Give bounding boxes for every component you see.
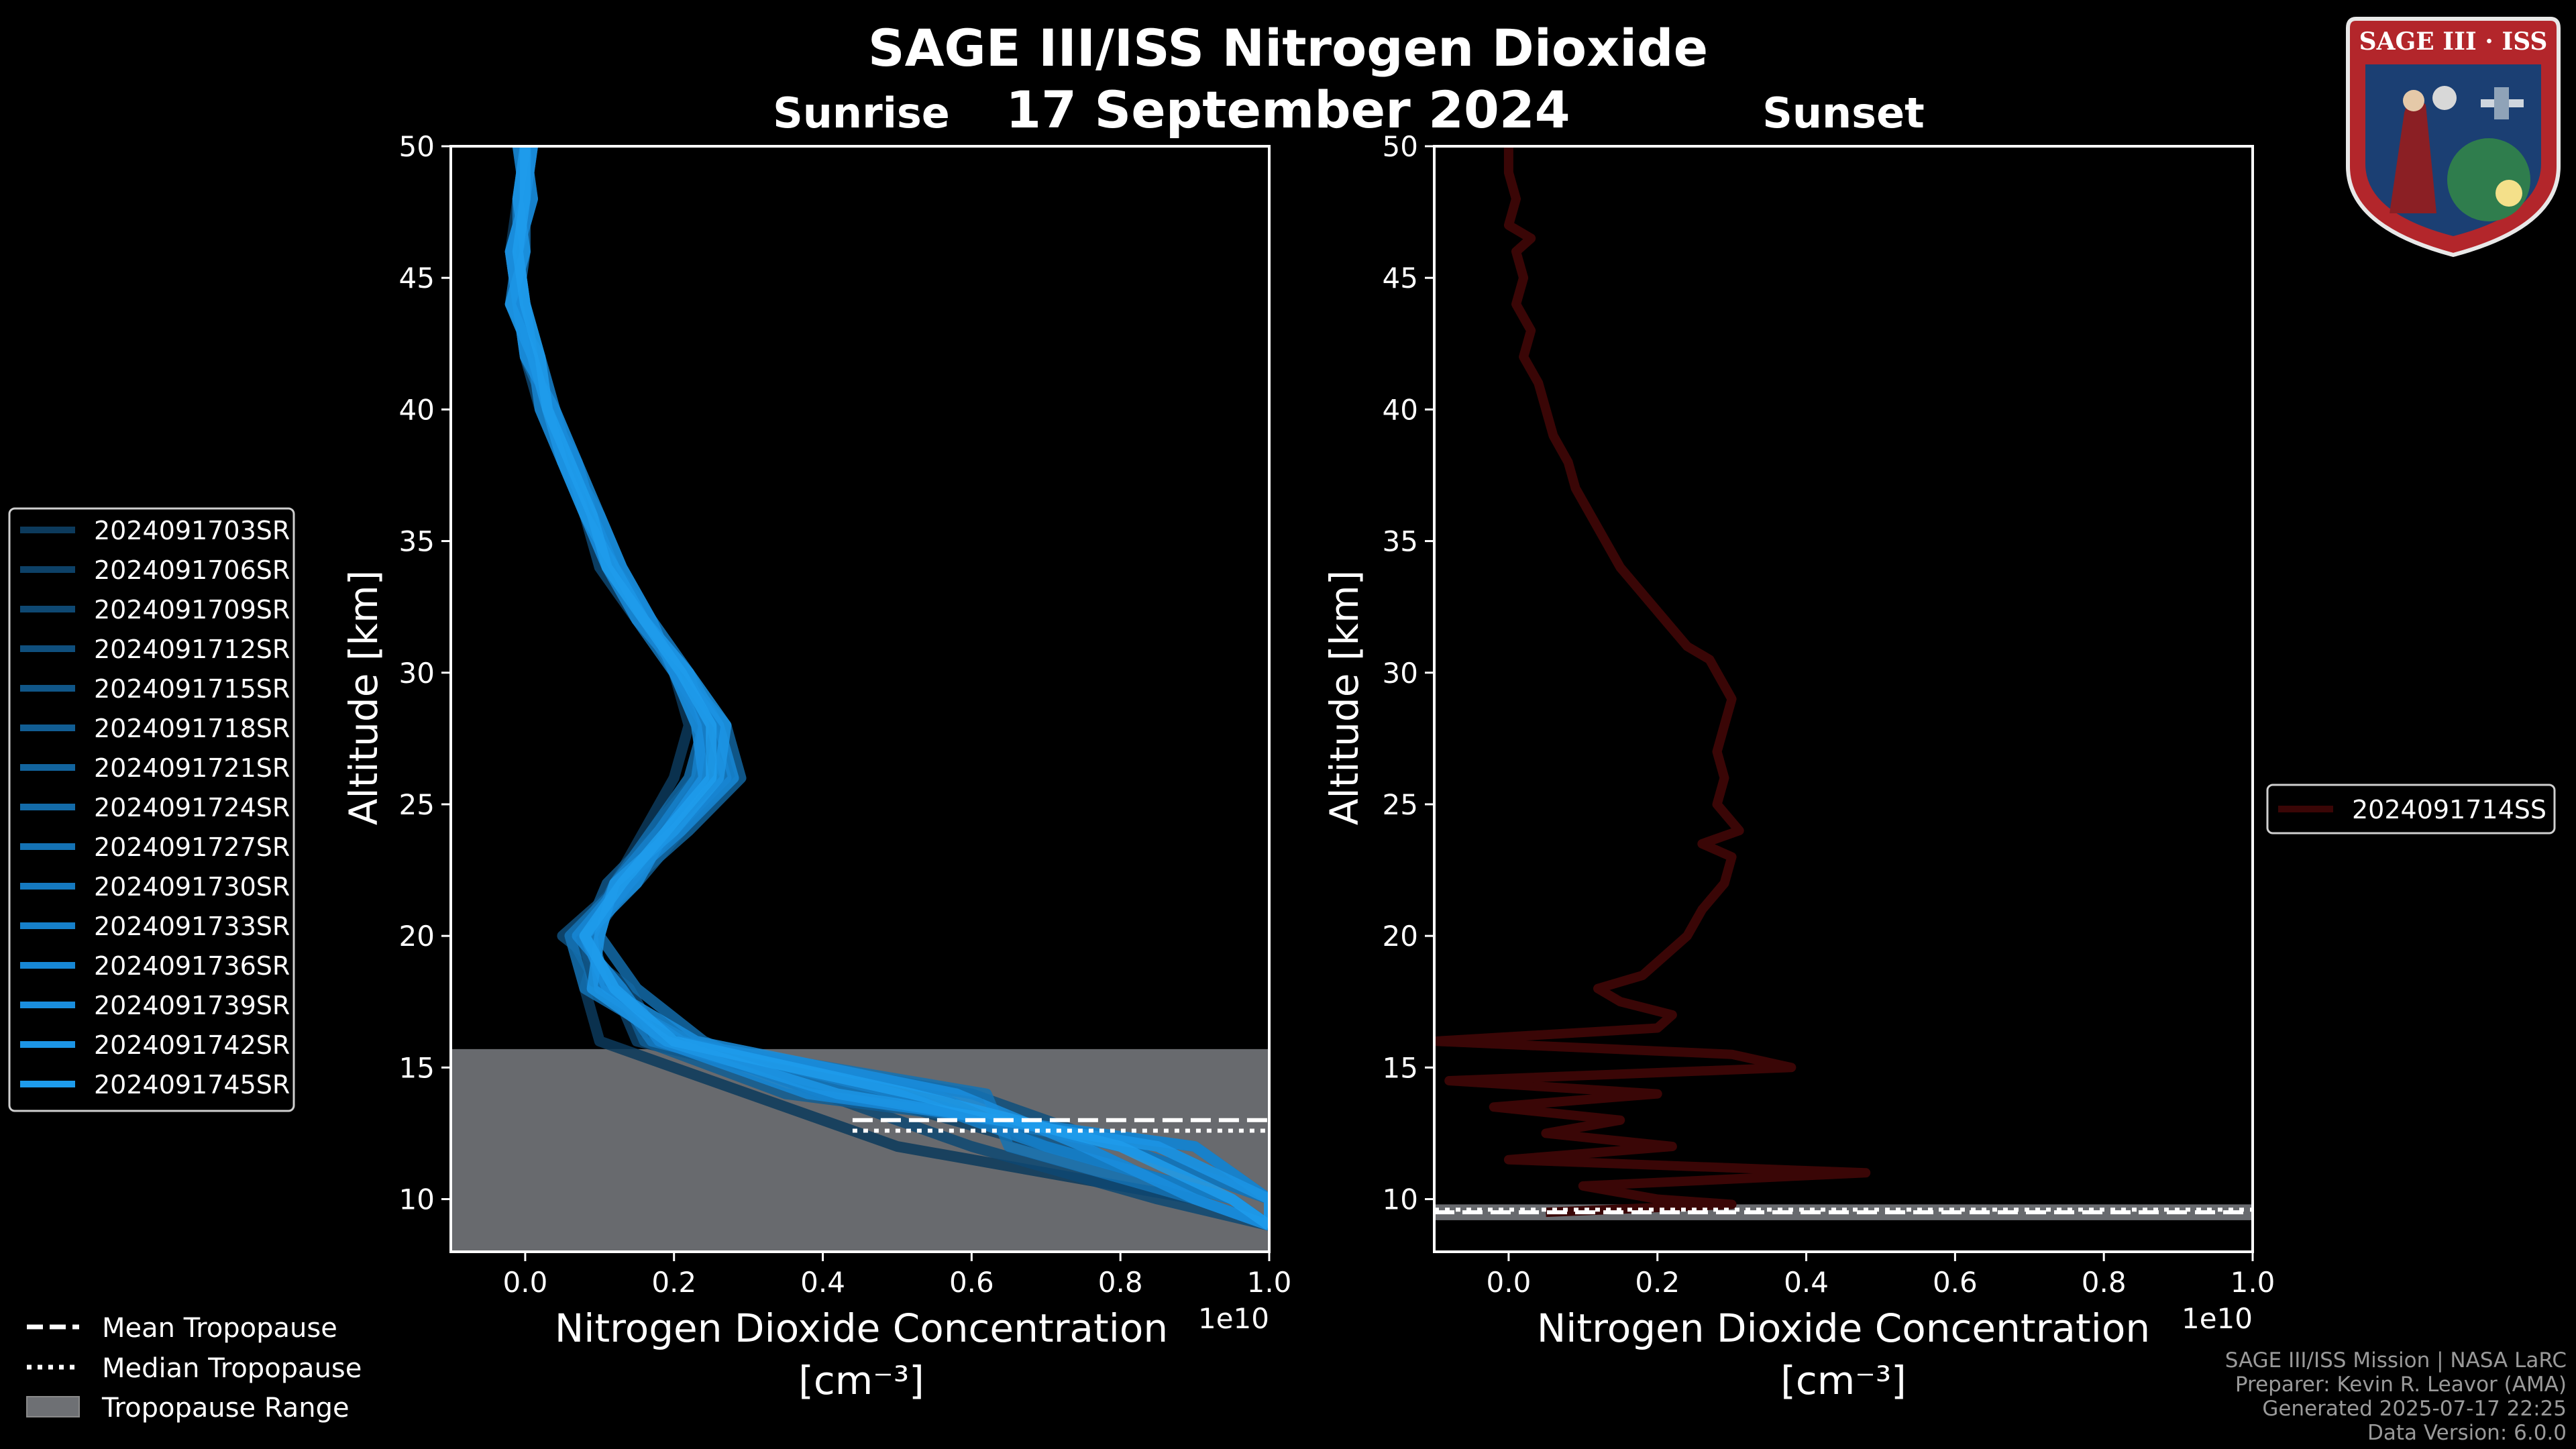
sunrise-legend-label-7: 2024091724SR bbox=[94, 793, 290, 822]
sunrise-legend-label-8: 2024091727SR bbox=[94, 833, 290, 862]
sunrise-legend-label-12: 2024091739SR bbox=[94, 991, 290, 1020]
sunset-xtick-label-5: 1.0 bbox=[2231, 1266, 2275, 1299]
tropopause-legend: Mean Tropopause Median Tropopause Tropop… bbox=[26, 1313, 362, 1424]
sunrise-ytick-label-2: 20 bbox=[399, 920, 435, 953]
sunset-ytick-label-2: 20 bbox=[1383, 920, 1418, 953]
sunrise-legend-label-1: 2024091706SR bbox=[94, 555, 290, 585]
sunrise-ytick-label-5: 35 bbox=[399, 525, 435, 558]
figure-date: 17 September 2024 bbox=[1006, 80, 1570, 140]
sunrise-legend-label-14: 2024091745SR bbox=[94, 1070, 290, 1099]
sunset-legend-label-0: 2024091714SS bbox=[2352, 795, 2546, 824]
sunset-ytick-label-8: 50 bbox=[1383, 130, 1418, 163]
footer-line-3: Generated 2025-07-17 22:25 bbox=[2262, 1397, 2567, 1421]
sunset-panel-title: Sunset bbox=[1762, 89, 1925, 138]
sunrise-xtick-label-3: 0.6 bbox=[949, 1266, 994, 1299]
sunset-axes-frame bbox=[1433, 145, 2254, 1253]
sunrise-legend: 2024091703SR 2024091706SR 2024091709SR 2024… bbox=[8, 507, 295, 1112]
sunset-ytick-label-5: 35 bbox=[1383, 525, 1418, 558]
footer-line-1: SAGE III/ISS Mission | NASA LaRC bbox=[2225, 1348, 2567, 1373]
sunrise-ytick-label-3: 25 bbox=[399, 788, 435, 821]
sunrise-xtick-label-2: 0.4 bbox=[800, 1266, 845, 1299]
sunset-series-2024091714SS bbox=[1434, 146, 1871, 1218]
sunset-ytick-label-3: 25 bbox=[1383, 788, 1418, 821]
iss-panel-icon bbox=[2494, 87, 2509, 119]
tropopause-range-swatch bbox=[26, 1396, 80, 1417]
figure-title: SAGE III/ISS Nitrogen Dioxide bbox=[868, 18, 1708, 78]
sunset-xtick-label-0: 0.0 bbox=[1487, 1266, 1532, 1299]
footer-line-4: Data Version: 6.0.0 bbox=[2367, 1421, 2567, 1445]
sunset-xlabel: Nitrogen Dioxide Concentration bbox=[1537, 1305, 2150, 1351]
sunrise-legend-label-9: 2024091730SR bbox=[94, 872, 290, 902]
sage-head-icon bbox=[2403, 90, 2424, 111]
sunrise-xlabel: Nitrogen Dioxide Concentration bbox=[555, 1305, 1168, 1351]
sunrise-ytick-label-7: 45 bbox=[399, 262, 435, 294]
sage-figure-icon bbox=[2390, 99, 2436, 213]
sunrise-legend-label-13: 2024091742SR bbox=[94, 1030, 290, 1060]
sunrise-legend-frame bbox=[8, 507, 295, 1112]
sunset-chart: 0.0 0.2 0.4 0.6 0.8 1.0 10 15 20 25 30 35 40 45 50 bbox=[1383, 130, 2275, 1299]
sunset-ytick-label-6: 40 bbox=[1383, 393, 1418, 426]
footer-line-2: Preparer: Kevin R. Leavor (AMA) bbox=[2235, 1373, 2567, 1397]
sunset-xunit: [cm⁻³] bbox=[1780, 1358, 1907, 1403]
sunrise-legend-label-4: 2024091715SR bbox=[94, 674, 290, 704]
sunrise-xtick-label-1: 0.2 bbox=[651, 1266, 696, 1299]
sunrise-axes-frame bbox=[449, 145, 1271, 1253]
sunset-plot-area bbox=[1434, 146, 2253, 1220]
sunrise-xunit: [cm⁻³] bbox=[798, 1358, 924, 1403]
sunset-xtick-label-1: 0.2 bbox=[1635, 1266, 1680, 1299]
logo-text: SAGE III · ISS bbox=[2359, 28, 2548, 56]
sunset-ytick-label-4: 30 bbox=[1383, 657, 1418, 690]
sunrise-legend-label-0: 2024091703SR bbox=[94, 516, 290, 545]
sun-icon bbox=[2496, 180, 2522, 207]
sunset-offset-label: 1e10 bbox=[2182, 1302, 2253, 1335]
sunrise-xtick-label-4: 0.8 bbox=[1098, 1266, 1143, 1299]
sunset-xtick-label-2: 0.4 bbox=[1784, 1266, 1829, 1299]
sunset-ytick-label-0: 10 bbox=[1383, 1183, 1418, 1216]
sunset-ytick-label-7: 45 bbox=[1383, 262, 1418, 294]
sunset-xtick-label-3: 0.6 bbox=[1933, 1266, 1978, 1299]
sunrise-offset-label: 1e10 bbox=[1198, 1302, 1269, 1335]
sunrise-xtick-label-5: 1.0 bbox=[1247, 1266, 1292, 1299]
sunrise-legend-label-6: 2024091721SR bbox=[94, 753, 290, 783]
sunrise-ytick-label-4: 30 bbox=[399, 657, 435, 690]
sunset-ylabel: Altitude [km] bbox=[1322, 570, 1367, 825]
footer-credits: SAGE III/ISS Mission | NASA LaRC Prepare… bbox=[2225, 1348, 2567, 1445]
sunrise-xtick-label-0: 0.0 bbox=[503, 1266, 548, 1299]
sunrise-series-2024091745SR bbox=[512, 146, 1269, 1230]
sunrise-ytick-label-8: 50 bbox=[399, 130, 435, 163]
sunset-ytick-label-1: 15 bbox=[1383, 1051, 1418, 1084]
sunrise-legend-label-2: 2024091709SR bbox=[94, 595, 290, 625]
tropopause-range-label: Tropopause Range bbox=[101, 1393, 350, 1424]
sunset-xtick-label-4: 0.8 bbox=[2082, 1266, 2127, 1299]
sunrise-chart: 0.0 0.2 0.4 0.6 0.8 1.0 10 15 20 25 30 35 40 45 50 bbox=[399, 130, 1292, 1299]
mean-tropopause-label: Mean Tropopause bbox=[102, 1313, 337, 1344]
sunset-legend-frame bbox=[2266, 784, 2556, 835]
sunrise-ytick-label-6: 40 bbox=[399, 393, 435, 426]
sunrise-ylabel: Altitude [km] bbox=[341, 570, 386, 825]
sunrise-panel-title: Sunrise bbox=[773, 89, 950, 138]
sunrise-plot-area bbox=[451, 146, 1269, 1252]
earth-icon bbox=[2447, 138, 2530, 221]
sunrise-ytick-label-0: 10 bbox=[399, 1183, 435, 1216]
moon-icon bbox=[2432, 86, 2457, 110]
sunrise-legend-label-11: 2024091736SR bbox=[94, 951, 290, 981]
median-tropopause-label: Median Tropopause bbox=[102, 1353, 362, 1384]
sunset-legend: 2024091714SS bbox=[2266, 784, 2556, 835]
sunrise-series-2024091742SR bbox=[504, 146, 1269, 1226]
sunrise-legend-label-10: 2024091733SR bbox=[94, 912, 290, 941]
sunrise-legend-label-3: 2024091712SR bbox=[94, 635, 290, 664]
sunrise-legend-label-5: 2024091718SR bbox=[94, 714, 290, 743]
sage-mission-logo: SAGE III · ISS bbox=[2346, 17, 2561, 258]
sunrise-ytick-label-1: 15 bbox=[399, 1051, 435, 1084]
